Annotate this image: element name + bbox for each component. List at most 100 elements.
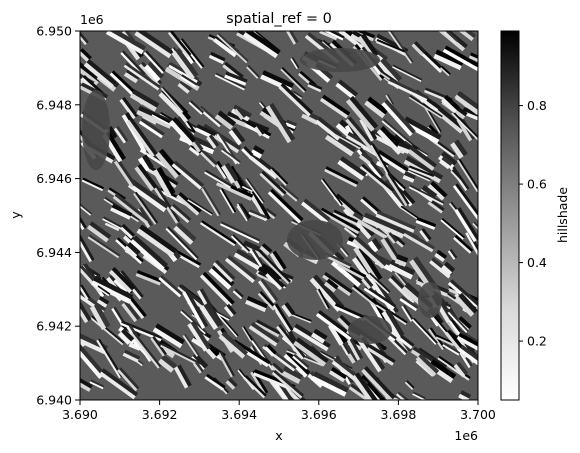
ridge-lit-face [214, 74, 245, 91]
ridge-shadow-face [256, 124, 266, 135]
ridge-shadow-face [88, 234, 121, 257]
x-offset-label: 1e6 [454, 428, 478, 443]
ridge-lit-face [112, 195, 148, 225]
ridge-lit-face [331, 260, 361, 288]
ridge-shadow-face [431, 313, 449, 334]
ridge-shadow-face [188, 197, 213, 215]
ridge-shadow-face [175, 249, 202, 266]
ridge-lit-face [381, 311, 401, 339]
colorbar-tick-label: 0.8 [527, 98, 547, 113]
ridge-lit-face [87, 236, 120, 259]
ridge-lit-face [138, 120, 163, 139]
ridge-shadow-face [409, 95, 443, 118]
ridge-lit-face [396, 145, 410, 154]
ridge-lit-face [80, 285, 89, 300]
ridge-shadow-face [416, 217, 437, 228]
ridge-lit-face [199, 222, 236, 247]
ridge-shadow-face [409, 184, 445, 204]
ridge-lit-face [353, 246, 379, 283]
ridge-lit-face [290, 58, 298, 70]
ridge-shadow-face [403, 140, 437, 168]
ridge-lit-face [380, 238, 400, 267]
ridge-shadow-face [121, 320, 163, 339]
ridge-shadow-face [175, 48, 199, 78]
ridge-lit-face [334, 133, 361, 150]
ridge-lit-face [204, 347, 217, 360]
ridge-shadow-face [266, 344, 277, 355]
ridge-shadow-face [303, 198, 331, 222]
ridge-lit-face [351, 286, 377, 307]
ridge-lit-face [315, 312, 352, 341]
ridge-lit-face [259, 245, 270, 256]
ridge-shadow-face [199, 105, 223, 126]
ridge-lit-face [399, 298, 418, 312]
ridge-shadow-face [155, 323, 185, 345]
ridge-lit-face [157, 358, 175, 373]
ridge-shadow-face [282, 365, 303, 380]
ridge-shadow-face [464, 31, 477, 38]
ridge-lit-face [113, 127, 127, 144]
colorbar-gradient [500, 30, 520, 401]
ridge-shadow-face [86, 59, 117, 85]
ridge-lit-face [105, 31, 144, 55]
ridge-lit-face [458, 31, 474, 42]
ridge-lit-face [173, 366, 189, 389]
ridge-shadow-face [89, 221, 112, 239]
ridge-lit-face [434, 252, 445, 262]
ridge-lit-face [292, 327, 329, 352]
ridge-shadow-face [328, 31, 345, 39]
ridge-shadow-face [413, 317, 438, 344]
ridge-lit-face [245, 299, 267, 313]
ridge-lit-face [269, 252, 284, 272]
ridge-lit-face [359, 165, 393, 194]
ridge-shadow-face [367, 96, 389, 115]
x-axis: 3.690 3.692 3.694 3.696 3.698 3.700 [62, 400, 496, 422]
ridge-lit-face [320, 179, 342, 207]
ridge-shadow-face [360, 33, 379, 57]
y-axis-label: y [8, 211, 23, 219]
chart-title: spatial_ref = 0 [226, 11, 332, 27]
ridge-lit-face [119, 226, 133, 239]
ridge-shadow-face [120, 270, 144, 298]
ridge-lit-face [451, 112, 478, 141]
ridge-shadow-face [177, 364, 192, 387]
ridge-lit-face [170, 205, 190, 224]
ridge-lit-face [155, 151, 179, 179]
ridge-lit-face [182, 335, 199, 357]
ridge-lit-face [86, 224, 109, 243]
ridge-shadow-face [273, 369, 305, 397]
ridge-shadow-face [145, 50, 166, 73]
ridge-shadow-face [234, 288, 244, 298]
ridge-shadow-face [388, 232, 398, 243]
ridge-lit-face [216, 182, 252, 201]
ridge-lit-face [123, 72, 139, 84]
ridge-lit-face [343, 207, 372, 240]
ridge-lit-face [435, 336, 455, 347]
ridge-shadow-face [160, 274, 184, 296]
ridge-lit-face [376, 152, 408, 175]
ridge-lit-face [221, 165, 236, 184]
ridge-shadow-face [105, 131, 126, 161]
ridge-shadow-face [272, 250, 287, 270]
ridge-lit-face [213, 38, 237, 58]
ridge-shadow-face [156, 166, 176, 195]
ridge-shadow-face [249, 209, 268, 219]
colorbar: 0.2 0.4 0.6 0.8 hillshade [500, 30, 570, 401]
ridge-shadow-face [178, 284, 211, 311]
ridge-lit-face [217, 352, 233, 378]
ridge-shadow-face [271, 167, 289, 185]
ridge-shadow-face [378, 149, 410, 172]
ridge-lit-face [283, 385, 301, 400]
ridge-lit-face [324, 168, 358, 188]
ridge-lit-face [316, 289, 329, 310]
y-tick-label: 6.946 [36, 171, 72, 186]
ridge-lit-face [248, 155, 278, 180]
ridge-shadow-face [208, 134, 220, 147]
ridge-lit-face [80, 350, 103, 379]
ridge-lit-face [230, 235, 249, 254]
ridge-lit-face [228, 129, 242, 146]
ridge-lit-face [248, 325, 278, 347]
ridge-lit-face [246, 66, 259, 79]
ridge-shadow-face [382, 118, 414, 146]
ridge-shadow-face [259, 291, 277, 309]
